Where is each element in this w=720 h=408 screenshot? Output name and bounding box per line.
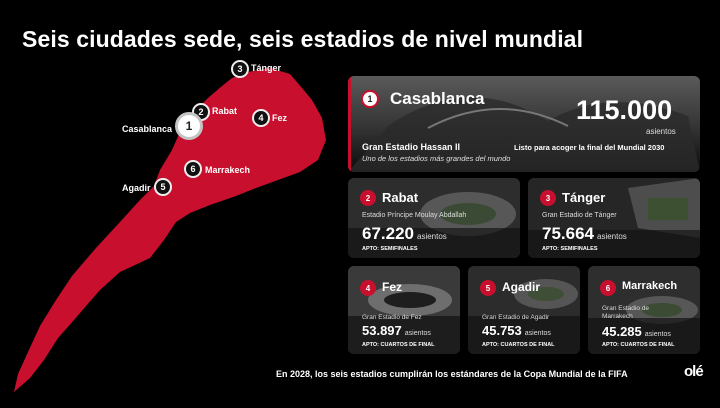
card-seat-count: 67.220 asientos — [362, 224, 447, 244]
seat-value: 53.897 — [362, 323, 402, 338]
card-apto: APTO: SEMIFINALES — [362, 246, 418, 252]
stadium-photo — [588, 266, 700, 354]
card-seat-count: 45.285 asientos — [602, 324, 671, 339]
seat-unit: asientos — [597, 232, 627, 241]
stadium-photo — [348, 178, 520, 258]
card-apto: APTO: SEMIFINALES — [542, 246, 598, 252]
map-label-casablanca: Casablanca — [122, 124, 173, 134]
map-pin-fez[interactable]: 4 — [252, 109, 270, 127]
card-city-name: Rabat — [382, 190, 419, 205]
card-seat-unit: asientos — [646, 127, 676, 136]
stadium-card-fez[interactable]: 4 Fez Gran Estadio de Fez 53.897 asientos… — [348, 266, 460, 354]
stadium-photo — [348, 266, 460, 354]
seat-value: 45.753 — [482, 323, 522, 338]
card-seat-count: 75.664 asientos — [542, 224, 627, 244]
stadium-photo — [348, 76, 700, 172]
card-city-name: Tánger — [562, 190, 606, 205]
seat-value: 67.220 — [362, 224, 414, 243]
card-stadium-name: Gran Estadio de Tánger — [542, 212, 617, 219]
card-city-name: Agadir — [502, 280, 541, 294]
card-number-badge: 2 — [360, 190, 376, 206]
card-number-badge: 5 — [480, 280, 496, 296]
map-pin-agadir[interactable]: 5 — [154, 178, 172, 196]
card-seat-count: 45.753 asientos — [482, 323, 551, 338]
map-pin-tanger[interactable]: 3 — [231, 60, 249, 78]
card-city-name: Marrakech — [622, 280, 678, 292]
map-label-agadir: Agadir — [122, 183, 151, 193]
morocco-shape — [14, 68, 326, 392]
card-apto: APTO: CUARTOS DE FINAL — [482, 342, 555, 348]
card-city-name: Casablanca — [390, 89, 485, 108]
card-apto: APTO: CUARTOS DE FINAL — [362, 342, 435, 348]
map-label-fez: Fez — [272, 113, 288, 123]
card-stadium-name: Gran Estadio de Agadir — [482, 314, 550, 321]
stadium-card-casablanca[interactable]: 1 Casablanca 115.000 asientos Gran Estad… — [348, 76, 700, 172]
card-number-badge: 4 — [360, 280, 376, 296]
card-stadium-name: Gran Estadio de Fez — [362, 314, 422, 321]
card-status: Listo para acoger la final del Mundial 2… — [514, 143, 665, 152]
page-title: Seis ciudades sede, seis estadios de niv… — [22, 26, 584, 52]
stadium-card-agadir[interactable]: 5 Agadir Gran Estadio de Agadir 45.753 as… — [468, 266, 580, 354]
card-apto: APTO: CUARTOS DE FINAL — [602, 342, 675, 348]
seat-unit: asientos — [404, 330, 431, 337]
card-number-badge: 1 — [361, 90, 379, 108]
seat-unit: asientos — [524, 330, 551, 337]
map-label-tanger: Tánger — [251, 63, 282, 73]
card-subtitle: Uno de los estadios más grandes del mund… — [362, 154, 511, 163]
map-pin-marrakech[interactable]: 6 — [184, 160, 202, 178]
card-number-badge: 3 — [540, 190, 556, 206]
stadium-photo — [528, 178, 700, 258]
seat-unit: asientos — [417, 232, 447, 241]
stadium-card-rabat[interactable]: 2 Rabat Estadio Príncipe Moulay Abdallah… — [348, 178, 520, 258]
brand-logo: olé — [684, 363, 704, 380]
card-seat-count: 115.000 — [576, 95, 673, 125]
seat-value: 75.664 — [542, 224, 594, 243]
map-pin-casablanca[interactable]: 1 — [175, 112, 203, 140]
map-label-rabat: Rabat — [212, 106, 238, 116]
card-stadium-name: Gran Estadio Hassan II — [362, 142, 461, 152]
seat-unit: asientos — [644, 331, 671, 338]
stadium-card-tanger[interactable]: 3 Tánger Gran Estadio de Tánger 75.664 as… — [528, 178, 700, 258]
card-stadium-name: Gran Estadio de Marrakech — [602, 305, 649, 320]
card-city-name: Fez — [382, 280, 403, 294]
stadium-card-marrakech[interactable]: 6 Marrakech Gran Estadio de Marrakech 45… — [588, 266, 700, 354]
card-number-badge: 6 — [600, 280, 616, 296]
footer-caption: En 2028, los seis estadios cumplirán los… — [276, 369, 628, 379]
card-seat-count: 53.897 asientos — [362, 323, 431, 338]
seat-value: 45.285 — [602, 324, 642, 339]
card-stadium-name: Estadio Príncipe Moulay Abdallah — [362, 212, 467, 219]
map-label-marrakech: Marrakech — [205, 165, 251, 175]
